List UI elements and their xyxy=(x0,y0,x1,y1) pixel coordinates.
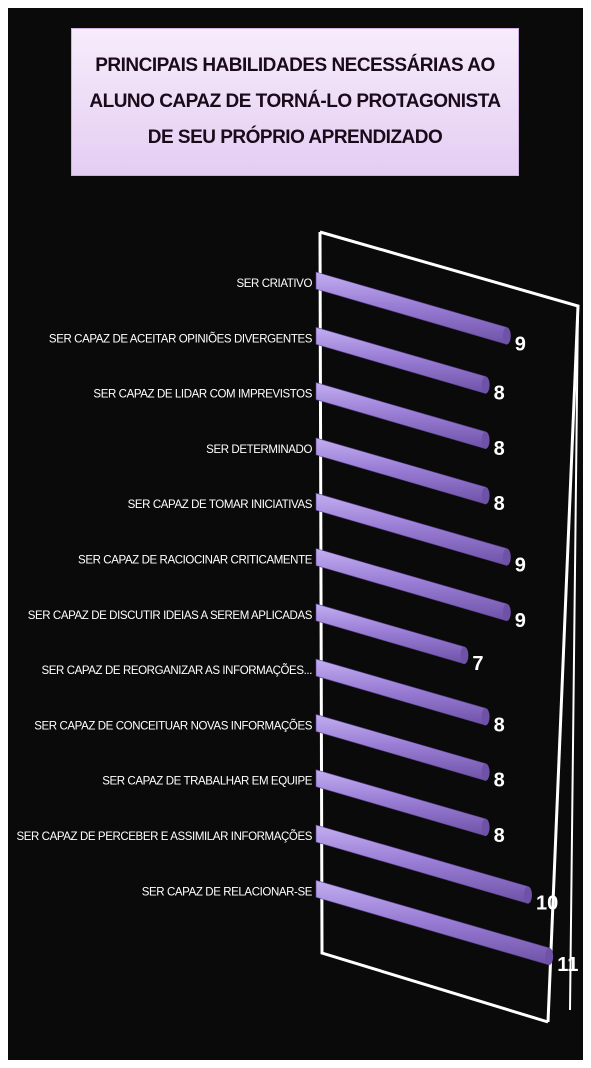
bar xyxy=(315,548,508,622)
data-label: 7 xyxy=(472,653,483,675)
bar xyxy=(315,492,508,566)
bar-series xyxy=(315,271,554,966)
data-label: 8 xyxy=(494,438,505,460)
value-labels: 9 8 8 8 9 9 7 8 8 8 10 11 xyxy=(472,333,578,976)
bar xyxy=(315,658,486,726)
category-label: SER CRIATIVO xyxy=(237,278,313,290)
bar-end-cap xyxy=(481,487,490,505)
bar xyxy=(315,769,486,837)
chart-3d-frame xyxy=(318,230,580,1024)
bar-end-cap xyxy=(502,603,511,621)
bar xyxy=(315,437,486,505)
chart-title: PRINCIPAIS HABILIDADES NECESSÁRIAS AO AL… xyxy=(89,55,501,148)
bar-end-cap xyxy=(502,327,511,345)
data-label: 10 xyxy=(536,892,558,914)
bar-end-cap xyxy=(545,947,554,965)
category-label: SER CAPAZ DE DISCUTIR IDEIAS A SEREM APL… xyxy=(28,610,313,622)
category-label: SER CAPAZ DE REORGANIZAR AS INFORMAÇÕES.… xyxy=(41,664,312,677)
data-label: 11 xyxy=(557,954,578,976)
category-labels: SER CRIATIVO SER CAPAZ DE ACEITAR OPINIÕE… xyxy=(16,278,313,898)
category-label: SER CAPAZ DE PERCEBER E ASSIMILAR INFORM… xyxy=(16,830,312,843)
chart-title-box: PRINCIPAIS HABILIDADES NECESSÁRIAS AO AL… xyxy=(71,28,519,176)
bar xyxy=(315,382,486,450)
bar-end-cap xyxy=(460,646,469,664)
data-label: 8 xyxy=(494,714,505,736)
bar-end-cap xyxy=(481,376,490,394)
bar-end-cap xyxy=(502,548,511,566)
category-label: SER CAPAZ DE TRABALHAR EM EQUIPE xyxy=(102,776,313,788)
category-label: SER CAPAZ DE TOMAR INICIATIVAS xyxy=(128,499,313,511)
data-label: 9 xyxy=(515,555,526,577)
bar-end-cap xyxy=(481,818,490,836)
data-label: 8 xyxy=(494,382,505,404)
data-label: 9 xyxy=(515,610,526,632)
category-label: SER CAPAZ DE LIDAR COM IMPREVISTOS xyxy=(93,389,312,401)
data-label: 8 xyxy=(494,493,505,515)
bar xyxy=(315,714,486,781)
bar-end-cap xyxy=(524,886,532,904)
bar xyxy=(315,271,508,345)
category-label: SER DETERMINADO xyxy=(206,444,312,456)
data-label: 8 xyxy=(494,825,505,847)
bar xyxy=(315,326,486,394)
bar-end-cap xyxy=(481,708,490,726)
data-label: 8 xyxy=(494,770,505,792)
data-label: 9 xyxy=(515,333,526,355)
category-label: SER CAPAZ DE RELACIONAR-SE xyxy=(142,886,313,898)
bar-end-cap xyxy=(481,431,490,449)
category-label: SER CAPAZ DE ACEITAR OPINIÕES DIVERGENTE… xyxy=(49,332,313,345)
category-label: SER CAPAZ DE CONCEITUAR NOVAS INFORMAÇÕE… xyxy=(34,719,312,732)
bar xyxy=(315,603,465,665)
category-label: SER CAPAZ DE RACIOCINAR CRITICAMENTE xyxy=(78,555,313,567)
bar-end-cap xyxy=(481,763,490,781)
